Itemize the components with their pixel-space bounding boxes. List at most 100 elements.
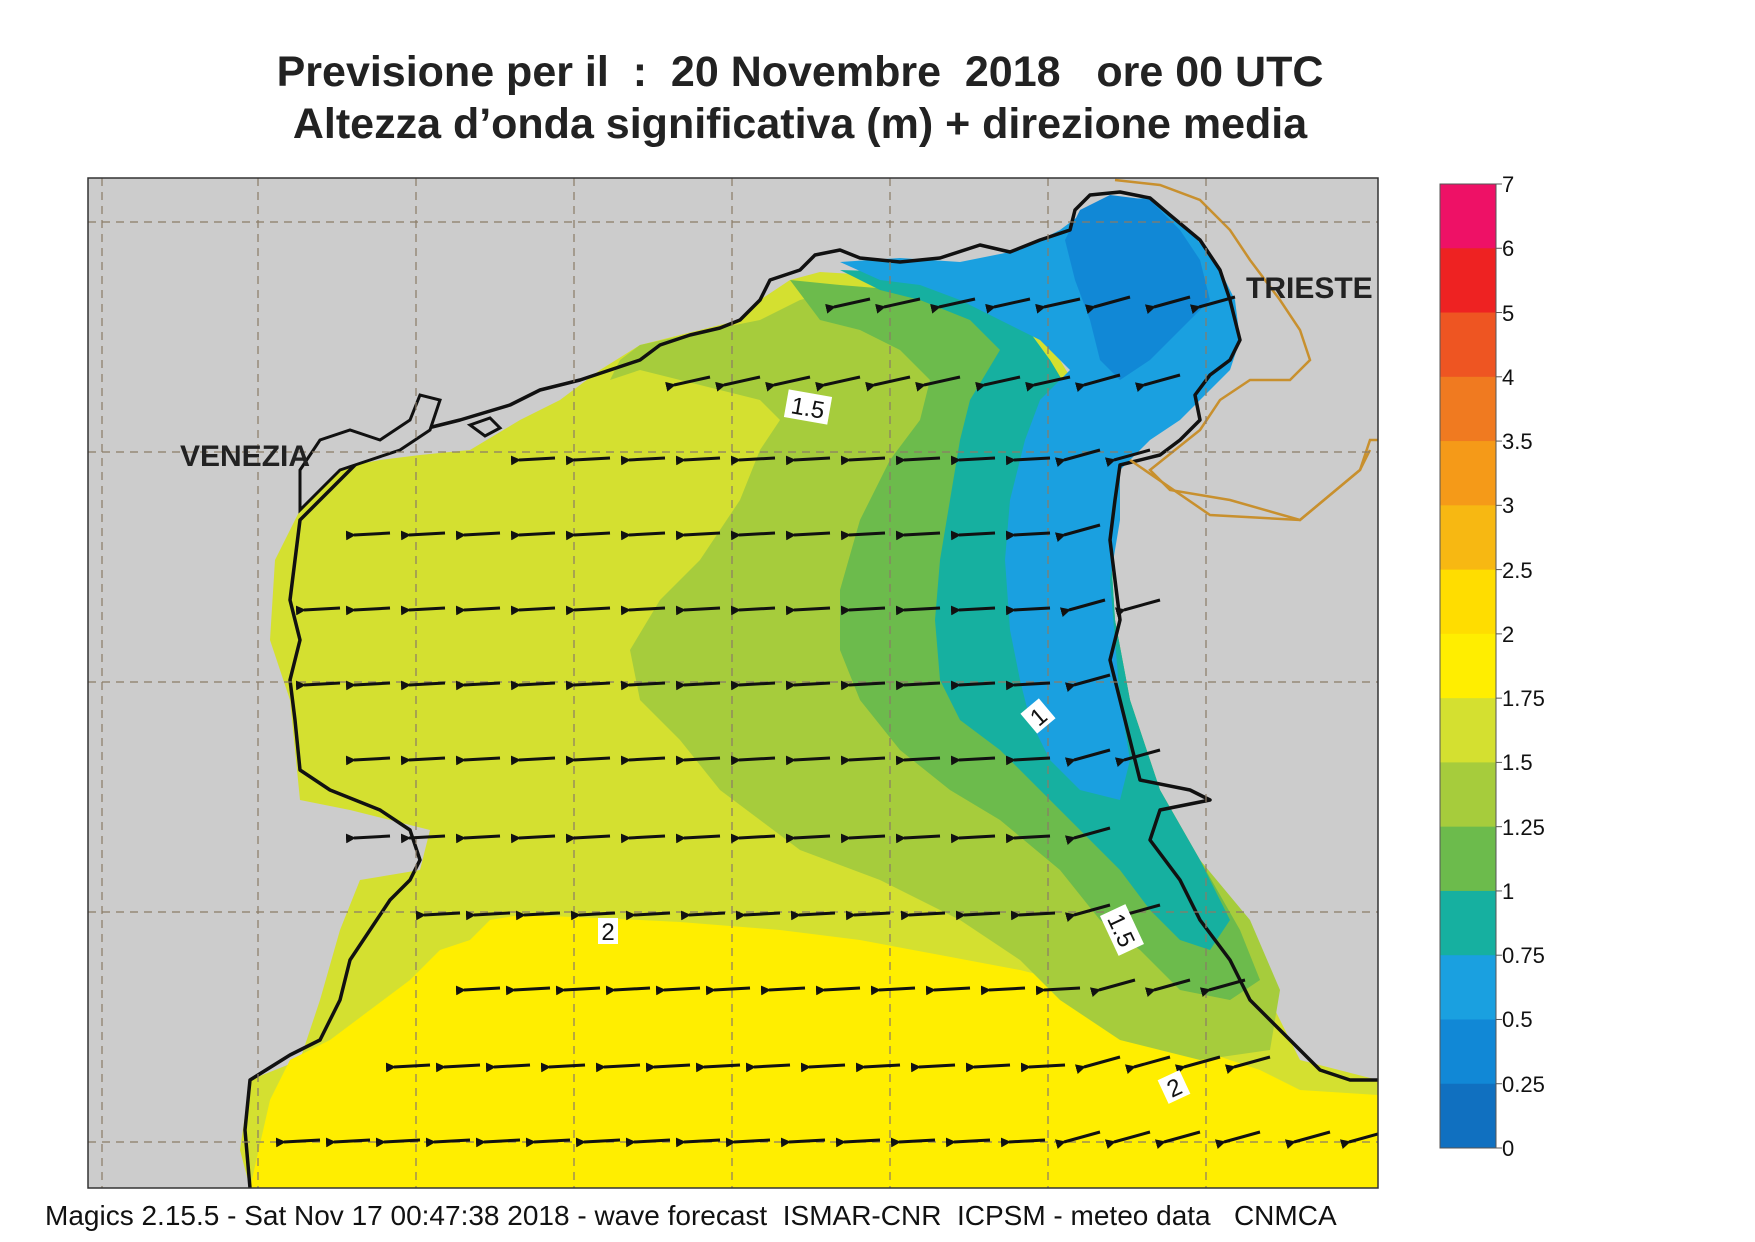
wave-direction-arrow [1084, 295, 1131, 314]
wave-direction-arrow [1020, 1062, 1066, 1073]
city-label-venezia: VENEZIA [180, 440, 311, 473]
wave-direction-arrow [1199, 978, 1246, 997]
wave-direction-arrow [1054, 448, 1101, 467]
colorbar-swatch [1440, 826, 1496, 892]
wave-direction-arrow [800, 1062, 846, 1073]
wave-direction-arrow [730, 605, 776, 616]
colorbar-label: 2.5 [1502, 557, 1533, 583]
title-line-2: Altezza d’onda significativa (m) + direz… [292, 100, 1308, 148]
wave-direction-arrow [570, 910, 616, 921]
wave-direction-arrow [400, 833, 446, 844]
contour-label-4: 2 [598, 918, 618, 946]
wave-direction-arrow [840, 605, 886, 616]
wave-direction-arrow [825, 297, 871, 314]
wave-direction-arrow [975, 375, 1021, 392]
colorbar-label: 6 [1502, 236, 1515, 262]
contour-label-text: 2 [601, 919, 614, 946]
wave-direction-arrow [950, 455, 996, 466]
wave-direction-arrow [925, 985, 971, 996]
wave-direction-arrow [840, 680, 886, 691]
wave-direction-arrow [565, 455, 611, 466]
colorbar-swatch [1440, 633, 1496, 699]
wave-direction-arrow [620, 455, 666, 466]
wave-direction-arrow [1189, 295, 1236, 314]
colorbar-frame [1439, 183, 1497, 1149]
wave-direction-arrow [840, 455, 886, 466]
colorbar-label: 1.5 [1502, 750, 1533, 776]
colorbar-swatch [1440, 184, 1496, 249]
wave-direction-arrow [455, 605, 501, 616]
wave-direction-arrow [980, 985, 1026, 996]
wave-direction-arrow [675, 1137, 721, 1148]
colorbar-label: 5 [1502, 300, 1515, 326]
wave-direction-arrow [675, 530, 721, 541]
wave-direction-arrow [725, 1137, 771, 1148]
wave-direction-arrow [620, 755, 666, 766]
colorbar-swatch [1440, 955, 1496, 1020]
wave-direction-arrow [475, 1137, 521, 1148]
wave-direction-arrow [375, 1137, 421, 1148]
wave-direction-arrow [840, 755, 886, 766]
wave-direction-arrow [735, 910, 781, 921]
wave-direction-arrow [855, 1062, 901, 1073]
wave-direction-arrow [295, 680, 341, 691]
wave-direction-arrow [1064, 903, 1111, 922]
wave-direction-arrow [425, 1137, 471, 1148]
wave-direction-arrow [620, 680, 666, 691]
colorbar-label: 4 [1502, 364, 1515, 390]
wave-direction-arrow [455, 755, 501, 766]
wave-direction-arrow [1005, 833, 1051, 844]
wave-direction-arrow [1035, 297, 1081, 314]
contour-label-1: 1.5 [783, 389, 833, 425]
wave-direction-arrow [510, 605, 556, 616]
wave-direction-arrow [345, 605, 391, 616]
wave-direction-arrow [785, 680, 831, 691]
wave-direction-arrow [1114, 748, 1161, 767]
wave-direction-arrow [1104, 448, 1151, 467]
sea-band-deepblue [1065, 195, 1210, 380]
wave-direction-arrow [510, 833, 556, 844]
colorbar-swatch [1440, 505, 1496, 571]
wave-direction-arrow [1104, 1130, 1151, 1149]
wave-direction-arrow [345, 530, 391, 541]
wave-direction-arrow [900, 910, 946, 921]
colorbar-swatch [1440, 1019, 1496, 1085]
wave-direction-arrow [325, 1137, 371, 1148]
wave-direction-arrow [1064, 673, 1111, 692]
wave-direction-arrow [620, 833, 666, 844]
wave-direction-arrow [950, 605, 996, 616]
wave-direction-arrow [840, 530, 886, 541]
wave-direction-arrow [950, 530, 996, 541]
wave-direction-arrow [565, 755, 611, 766]
wave-direction-arrows [275, 295, 1378, 1149]
wave-direction-arrow [1124, 1055, 1171, 1074]
wave-direction-arrow [510, 680, 556, 691]
wave-direction-arrow [655, 985, 701, 996]
wave-direction-arrow [965, 1062, 1011, 1073]
sea-band-yellow [250, 915, 1378, 1188]
colorbar-label: 0.25 [1502, 1071, 1545, 1097]
wave-direction-arrow [680, 910, 726, 921]
wave-direction-arrow [1154, 1130, 1201, 1149]
wave-direction-arrow [575, 1137, 621, 1148]
wave-direction-arrow [1174, 1055, 1221, 1074]
title-line-1: Previsione per il : 20 Novembre 2018 ore… [276, 48, 1324, 96]
colorbar-swatch [1440, 312, 1496, 378]
wave-direction-arrow [415, 910, 461, 921]
colorbar-label: 3.5 [1502, 429, 1533, 455]
wave-direction-arrow [1005, 680, 1051, 691]
wave-direction-arrow [1114, 598, 1161, 617]
wave-direction-arrow [870, 985, 916, 996]
colorbar-swatch [1440, 1083, 1496, 1149]
wave-direction-arrow [1089, 978, 1136, 997]
wave-direction-arrow [435, 1062, 481, 1073]
wave-direction-arrow [510, 455, 556, 466]
wave-direction-arrow [785, 755, 831, 766]
colorbar-label: 3 [1502, 493, 1515, 519]
wave-direction-arrow [675, 680, 721, 691]
wave-direction-arrow [945, 1137, 991, 1148]
wave-direction-arrow [950, 680, 996, 691]
wave-direction-arrow [1000, 1137, 1046, 1148]
wave-direction-arrow [875, 297, 921, 314]
